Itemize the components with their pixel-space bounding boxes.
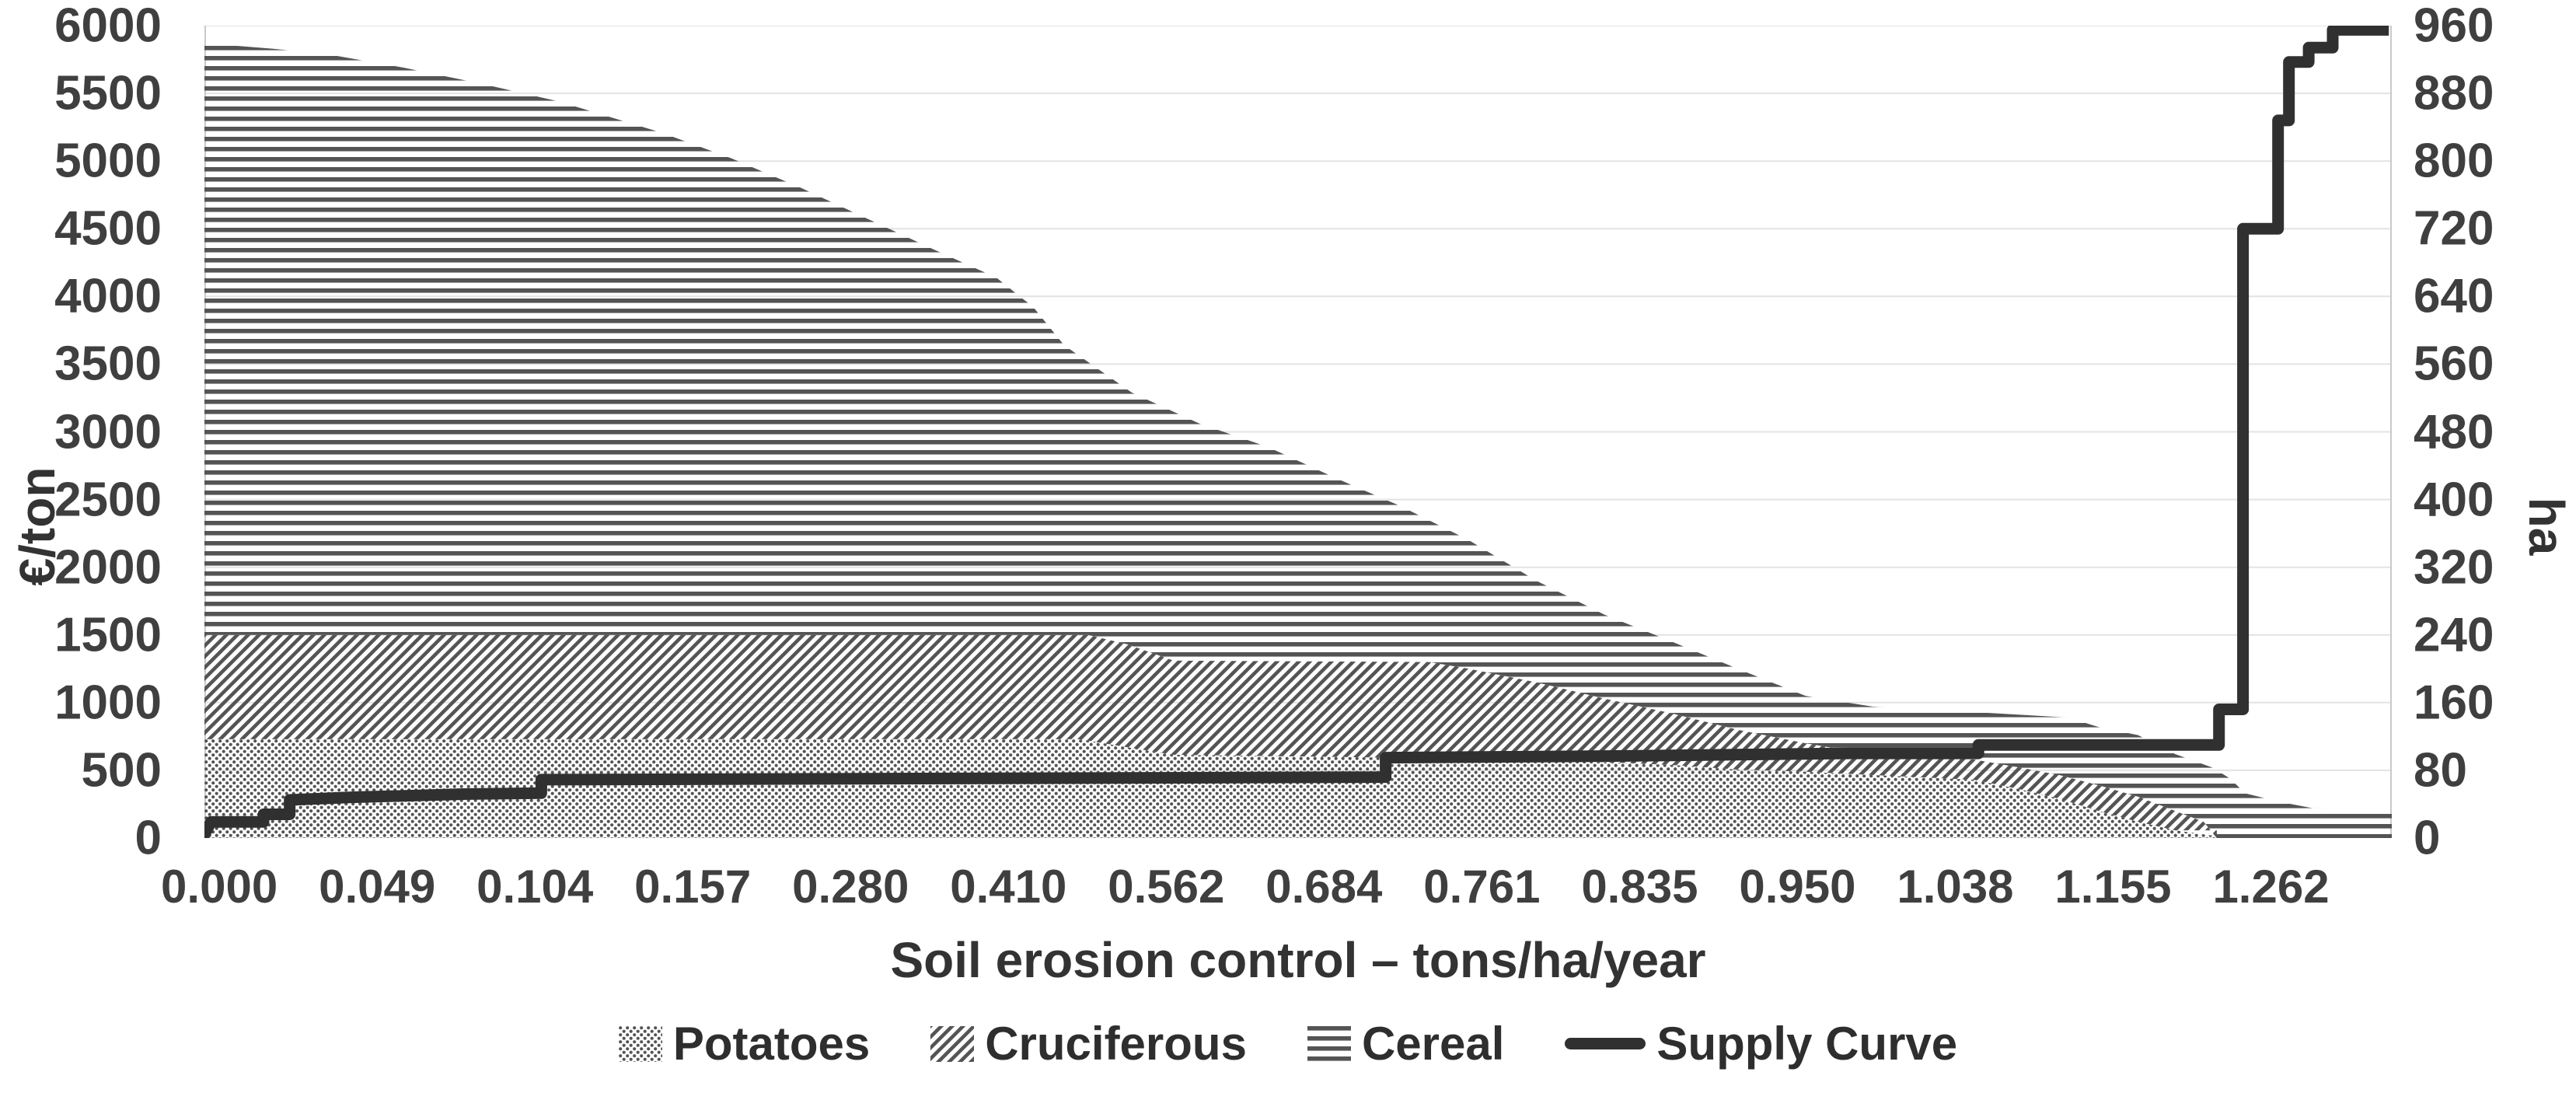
supply-curve-swatch-icon <box>1565 1038 1646 1049</box>
right-axis-tick: 880 <box>2414 66 2494 120</box>
area-cruciferous <box>204 634 2217 838</box>
chart-plot-area <box>204 26 2392 838</box>
legend-item-potatoes: Potatoes <box>618 1017 871 1070</box>
left-axis-tick: 3500 <box>54 337 162 391</box>
area-potatoes <box>204 739 2230 838</box>
x-axis-tick: 0.684 <box>1265 861 1383 913</box>
left-axis-tick: 4000 <box>54 269 162 323</box>
left-axis-title: €/ton <box>9 466 65 586</box>
x-axis-tick: 0.835 <box>1581 861 1698 913</box>
legend-item-cruciferous: Cruciferous <box>930 1017 1247 1070</box>
left-axis-tick: 1500 <box>54 608 162 662</box>
x-axis-tick: 0.000 <box>161 861 278 913</box>
left-axis-tick: 0 <box>134 811 162 865</box>
right-axis-tick: 240 <box>2414 608 2494 662</box>
dots-pattern-swatch-icon <box>618 1025 662 1062</box>
hatch-pattern-swatch-icon <box>930 1025 975 1062</box>
x-axis-tick: 0.049 <box>319 861 436 913</box>
right-axis-title: ha <box>2518 497 2574 556</box>
x-axis-tick: 1.155 <box>2054 861 2172 913</box>
left-axis-tick: 5000 <box>54 134 162 188</box>
x-axis-tick: 1.038 <box>1897 861 2014 913</box>
right-axis-tick: 640 <box>2414 269 2494 323</box>
right-axis-tick: 480 <box>2414 405 2494 459</box>
right-axis-tick: 720 <box>2414 201 2494 256</box>
x-axis-tick: 0.950 <box>1739 861 1856 913</box>
stripes-pattern-swatch-icon <box>1307 1025 1351 1062</box>
right-axis-tick: 160 <box>2414 676 2494 730</box>
left-axis-tick: 3000 <box>54 405 162 459</box>
supply-curve <box>204 26 2389 838</box>
left-axis-tick: 500 <box>81 743 162 798</box>
x-axis-tick: 0.104 <box>476 861 594 913</box>
left-axis-tick: 6000 <box>54 0 162 53</box>
right-axis-tick: 560 <box>2414 337 2494 391</box>
right-axis-tick: 960 <box>2414 0 2494 53</box>
right-axis-tick: 320 <box>2414 540 2494 595</box>
x-axis-tick: 0.562 <box>1108 861 1225 913</box>
left-axis-tick: 2000 <box>54 540 162 595</box>
left-axis-tick: 1000 <box>54 676 162 730</box>
left-axis-tick: 4500 <box>54 201 162 256</box>
left-axis-tick: 5500 <box>54 66 162 120</box>
right-axis-tick: 400 <box>2414 473 2494 527</box>
x-axis-tick: 1.262 <box>2212 861 2330 913</box>
legend-label: Cruciferous <box>985 1018 1247 1070</box>
right-axis-tick: 80 <box>2414 743 2467 798</box>
x-axis-tick: 0.761 <box>1423 861 1541 913</box>
x-axis-title: Soil erosion control – tons/ha/year <box>890 932 1706 988</box>
legend-item-cereal: Cereal <box>1307 1017 1504 1070</box>
legend: Potatoes Cruciferous Cereal Supply Curve <box>0 1017 2576 1070</box>
area-cereal <box>204 43 2392 838</box>
legend-label: Supply Curve <box>1656 1018 1958 1070</box>
right-axis-tick: 800 <box>2414 134 2494 188</box>
x-axis-tick: 0.157 <box>634 861 752 913</box>
legend-label: Potatoes <box>672 1018 871 1070</box>
right-axis-tick: 0 <box>2414 811 2441 865</box>
left-axis-tick: 2500 <box>54 473 162 527</box>
legend-label: Cereal <box>1361 1018 1505 1070</box>
x-axis-tick: 0.280 <box>792 861 909 913</box>
legend-item-supply-curve: Supply Curve <box>1565 1017 1957 1070</box>
x-axis-tick: 0.410 <box>950 861 1067 913</box>
